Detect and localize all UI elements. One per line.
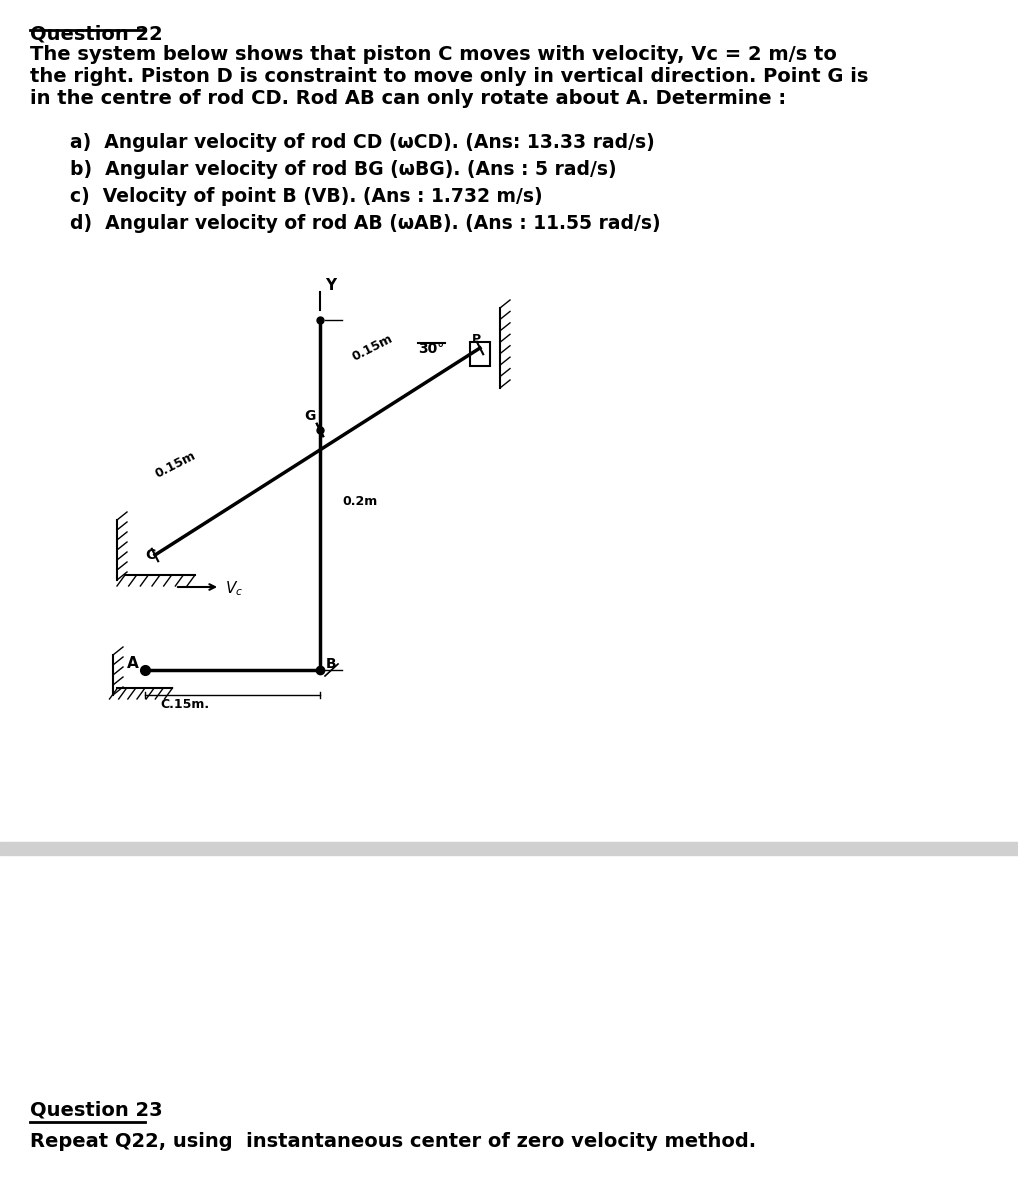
Text: 30°: 30° [418,342,444,356]
Text: P: P [472,332,482,346]
Text: The system below shows that piston C moves with velocity, Vc = 2 m/s to: The system below shows that piston C mov… [30,44,837,64]
Text: Question 23: Question 23 [30,1100,163,1118]
Text: d)  Angular velocity of rod AB (ωAB). (Ans : 11.55 rad/s): d) Angular velocity of rod AB (ωAB). (An… [70,214,661,233]
Text: a)  Angular velocity of rod CD (ωCD). (Ans: 13.33 rad/s): a) Angular velocity of rod CD (ωCD). (An… [70,133,655,152]
Text: b)  Angular velocity of rod BG (ωBG). (Ans : 5 rad/s): b) Angular velocity of rod BG (ωBG). (An… [70,160,617,179]
Text: in the centre of rod CD. Rod AB can only rotate about A. Determine :: in the centre of rod CD. Rod AB can only… [30,89,786,108]
Text: c)  Velocity of point B (VB). (Ans : 1.732 m/s): c) Velocity of point B (VB). (Ans : 1.73… [70,187,543,206]
Text: A: A [127,656,138,671]
Text: C.15m.: C.15m. [160,698,209,710]
Text: $V_c$: $V_c$ [225,578,243,598]
Text: B: B [326,658,337,671]
Text: 0.15m: 0.15m [350,332,395,364]
Text: Y: Y [325,278,336,293]
Text: 0.15m: 0.15m [153,449,197,480]
Text: 0.2m: 0.2m [342,494,378,508]
Text: Repeat Q22, using  instantaneous center of zero velocity method.: Repeat Q22, using instantaneous center o… [30,1132,756,1151]
Text: C: C [145,548,156,562]
Text: G: G [304,409,316,422]
Bar [470,342,490,366]
Text: Question 22: Question 22 [30,25,163,44]
Text: the right. Piston D is constraint to move only in vertical direction. Point G is: the right. Piston D is constraint to mov… [30,67,868,86]
